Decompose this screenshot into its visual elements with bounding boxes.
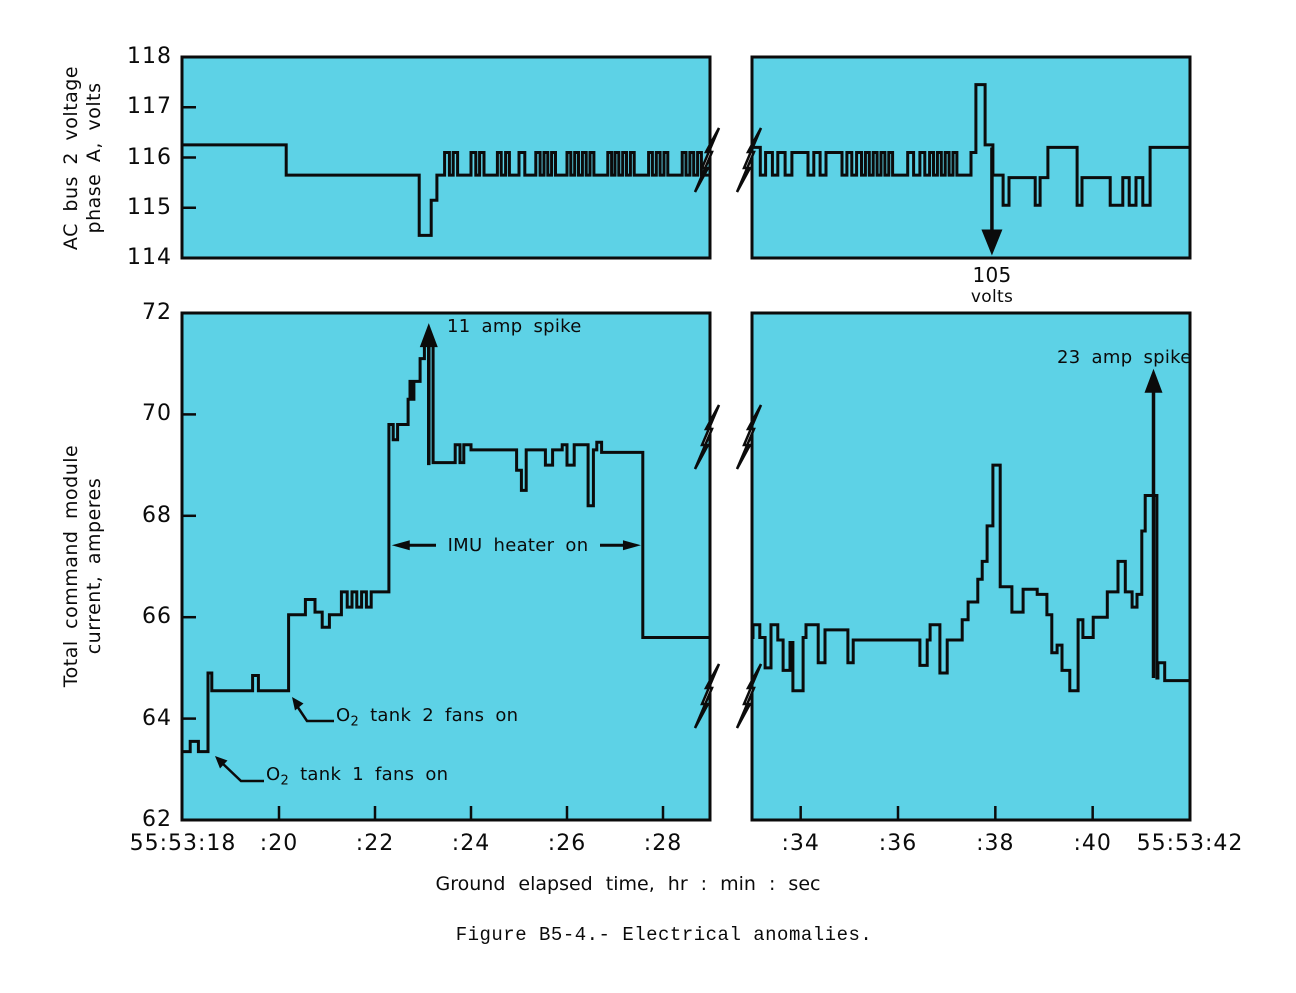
y-tick-label-118: 118 <box>127 44 172 69</box>
o2-tank1-label-sub: 2 <box>280 773 290 789</box>
annotation-23-amp-spike: 23 amp spike <box>1057 347 1192 368</box>
y-tick-label-114: 114 <box>127 245 172 270</box>
total-command-module-current-trace-right <box>753 463 1189 693</box>
x-tick-label-38: :38 <box>976 831 1015 856</box>
x-tick-label-20: :20 <box>259 831 299 856</box>
y-tick-label-116: 116 <box>127 144 172 170</box>
imu-span-left-head <box>391 540 410 551</box>
x-tick-label-555318: 55:53:18 <box>129 831 237 856</box>
voltage-axis-label-line1: AC bus 2 voltage <box>60 65 82 251</box>
x-tick-label-22: :22 <box>355 831 395 856</box>
x-tick-label-34: :34 <box>781 831 820 856</box>
o2-tank1-label-rest: tank 1 fans on <box>289 764 449 785</box>
total-command-module-current-trace-left <box>183 339 709 754</box>
current-axis-label-line2: current, amperes <box>83 477 105 655</box>
voltage-axis-label: AC bus 2 voltage phase A, volts <box>60 0 108 328</box>
y-tick-label-117: 117 <box>127 94 172 120</box>
x-axis-title: Ground elapsed time, hr : min : sec <box>435 873 821 895</box>
current-axis-label-line1: Total command module <box>60 444 82 688</box>
o2-tank2-label-rest: tank 2 fans on <box>359 705 519 726</box>
annotation-105-volts-unit: volts <box>970 287 1014 307</box>
plot-panel-total-command-module-current-left <box>180 311 712 822</box>
imu-span-right-head <box>622 540 641 551</box>
o2-tank1-label-pre: O <box>266 764 281 785</box>
arrow-23-amp-spike-head <box>1144 368 1163 393</box>
arrow-11-amp-spike-head <box>419 323 438 348</box>
axis-break-bolt <box>693 127 721 193</box>
arrow-105-volts-head <box>981 229 1003 256</box>
x-tick-label-24: :24 <box>451 831 491 856</box>
current-axis-label: Total command module current, amperes <box>60 396 108 736</box>
axis-break-bolt <box>693 663 721 729</box>
y-tick-label-62: 62 <box>142 807 172 832</box>
o2-tank2-leader-head <box>292 697 304 711</box>
axis-break-bolt <box>693 404 721 470</box>
x-tick-label-28: :28 <box>643 831 683 856</box>
ac-bus-2-voltage-trace-left <box>183 143 709 237</box>
x-tick-label-555342: 55:53:42 <box>1136 831 1244 856</box>
annotation-11-amp-spike: 11 amp spike <box>447 316 582 337</box>
o2-tank1-leader-head <box>215 756 228 769</box>
ac-bus-2-voltage-trace-right <box>753 83 1189 207</box>
o2-tank2-leader-line <box>295 705 334 723</box>
annotation-o2-tank1-fans-on: O2 tank 1 fans on <box>266 764 449 788</box>
y-tick-label-70: 70 <box>142 401 172 427</box>
axis-break-bolt <box>735 663 763 729</box>
y-tick-label-115: 115 <box>127 194 172 220</box>
o2-tank2-label-sub: 2 <box>350 714 360 730</box>
axis-break-bolt <box>735 404 763 470</box>
y-tick-label-72: 72 <box>142 300 172 325</box>
o2-tank1-leader-line <box>220 761 264 783</box>
x-tick-label-36: :36 <box>878 831 918 856</box>
figure-caption: Figure B5-4.- Electrical anomalies. <box>455 924 873 946</box>
y-tick-label-64: 64 <box>142 705 172 731</box>
y-tick-label-66: 66 <box>142 604 172 630</box>
axis-break-bolt <box>735 127 763 193</box>
annotation-imu-heater-on: IMU heater on <box>436 535 600 556</box>
x-tick-label-40: :40 <box>1073 831 1112 856</box>
y-tick-label-68: 68 <box>142 502 172 528</box>
annotation-105-volts-value: 105 <box>972 263 1012 287</box>
o2-tank2-label-pre: O <box>336 705 351 726</box>
annotation-o2-tank2-fans-on: O2 tank 2 fans on <box>336 705 519 729</box>
x-tick-label-26: :26 <box>547 831 587 856</box>
